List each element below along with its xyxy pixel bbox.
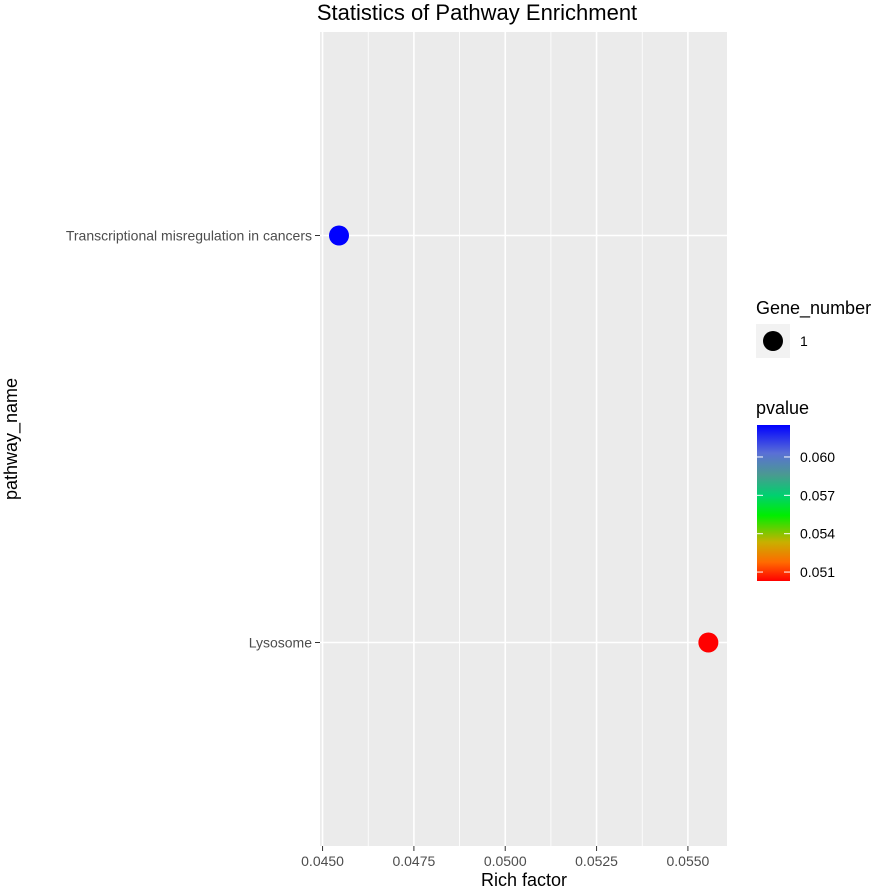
x-tick-label: 0.0500 xyxy=(484,853,527,869)
plot-panel xyxy=(320,32,727,846)
y-axis-title: pathway_name xyxy=(1,378,22,500)
size-legend-title: Gene_number xyxy=(756,298,871,319)
color-tick-label: 0.054 xyxy=(800,526,835,542)
chart-title: Statistics of Pathway Enrichment xyxy=(317,0,637,25)
y-tick-label: Lysosome xyxy=(249,635,313,651)
color-tick-label: 0.051 xyxy=(800,564,835,580)
color-legend-ticks: 0.060 0.057 0.054 0.051 xyxy=(757,449,835,580)
grid-lines xyxy=(320,32,727,846)
color-legend-title: pvalue xyxy=(756,398,809,418)
data-point xyxy=(698,632,719,653)
data-point xyxy=(328,225,349,246)
data-points xyxy=(328,225,719,653)
x-tick-label: 0.0450 xyxy=(301,853,344,869)
color-tick-label: 0.060 xyxy=(800,449,835,465)
size-legend-label: 1 xyxy=(800,333,808,349)
color-tick-label: 0.057 xyxy=(800,487,835,503)
x-axis: 0.0450 0.0475 0.0500 0.0525 0.0550 xyxy=(301,846,710,869)
x-tick-label: 0.0475 xyxy=(392,853,435,869)
x-tick-label: 0.0525 xyxy=(575,853,618,869)
color-legend-bar xyxy=(757,425,790,581)
size-legend-point xyxy=(763,331,783,351)
x-tick-label: 0.0550 xyxy=(666,853,709,869)
y-tick-label: Transcriptional misregulation in cancers xyxy=(66,228,312,244)
y-axis: Lysosome Transcriptional misregulation in… xyxy=(66,228,320,651)
x-axis-title: Rich factor xyxy=(481,870,567,890)
